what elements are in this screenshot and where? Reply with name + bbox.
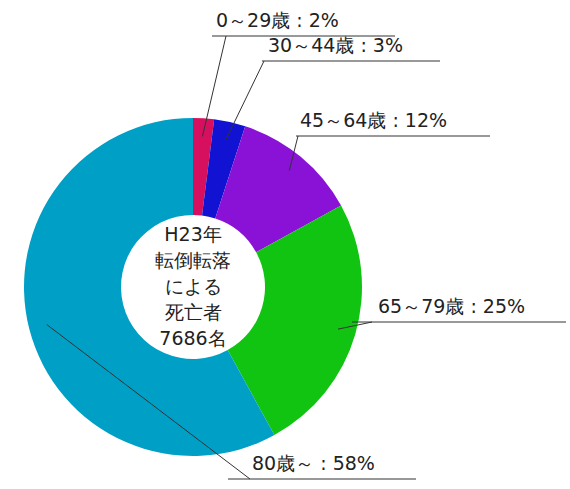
svg-text:による: による — [165, 275, 222, 297]
svg-text:0～29歳 : 2%: 0～29歳 : 2% — [216, 9, 339, 31]
svg-text:7686名: 7686名 — [159, 327, 226, 349]
svg-text:30～44歳 : 3%: 30～44歳 : 3% — [268, 34, 403, 56]
svg-text:H23年: H23年 — [164, 223, 221, 245]
svg-text:転倒転落: 転倒転落 — [155, 249, 231, 271]
svg-text:死亡者: 死亡者 — [165, 301, 222, 323]
svg-text:45～64歳 : 12%: 45～64歳 : 12% — [300, 109, 447, 131]
svg-text:65～79歳 : 25%: 65～79歳 : 25% — [378, 295, 525, 317]
svg-text:80歳～ : 58%: 80歳～ : 58% — [252, 452, 375, 474]
